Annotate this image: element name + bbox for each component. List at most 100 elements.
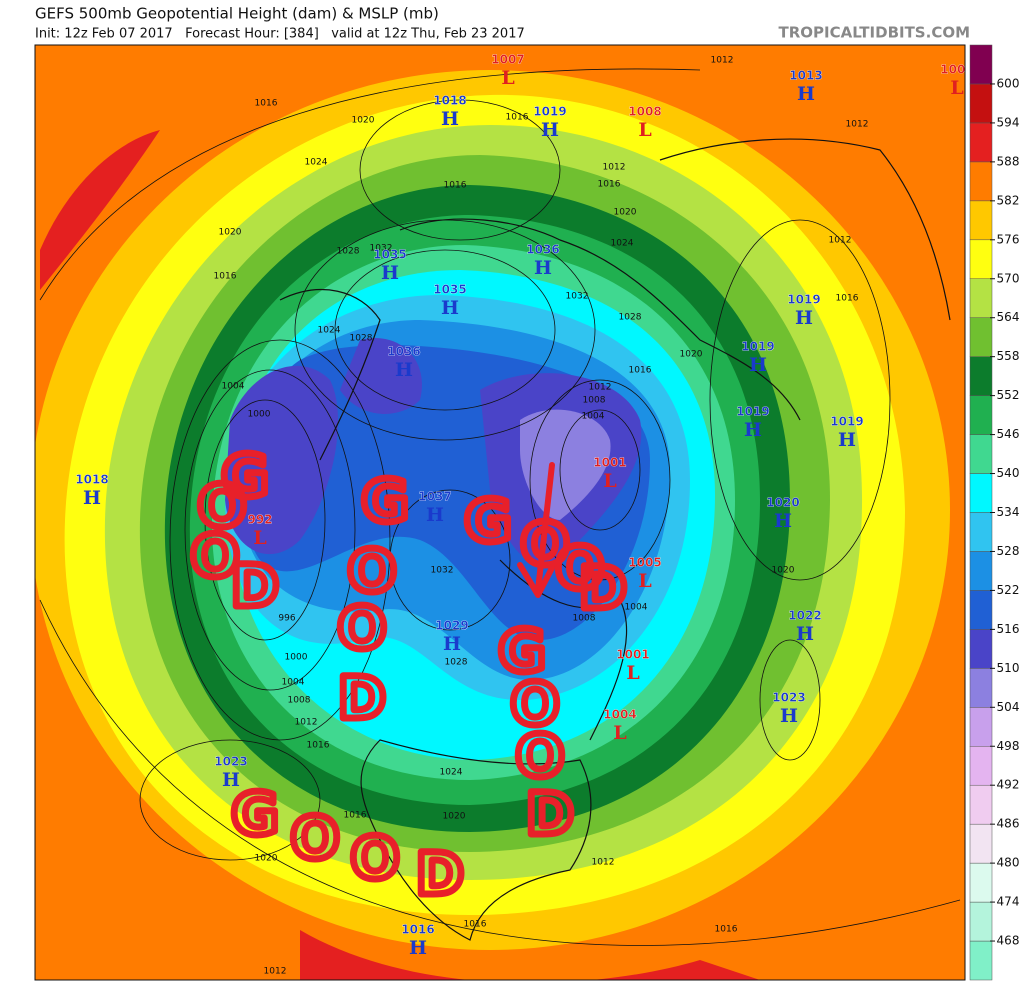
center-letter: H [838,429,856,451]
center-value: 1018 [75,473,108,487]
isobar-label: 1000 [248,410,271,420]
center-value: 1019 [741,340,774,354]
title: GEFS 500mb Geopotential Height (dam) & M… [35,5,439,23]
isobar-label: 1020 [772,566,795,576]
colorbar-swatch [969,823,993,864]
isobar-label: 1012 [295,718,318,728]
colorbar-swatch [969,629,993,669]
center-letter: L [638,119,651,141]
isobar-label: 1012 [711,56,734,66]
isobar-label: 1028 [350,334,373,344]
isobar-label: 1016 [629,366,652,376]
center-letter: H [409,937,427,959]
center-letter: L [603,470,616,492]
colorbar-label: 498 [997,739,1020,753]
isobar-labels: 1012 1016 1020 1016 1012 1024 1016 1012 1016 1020… [214,56,869,977]
isobar-label: 1016 [214,272,237,282]
center-value: 1020 [766,496,799,510]
colorbar-label: 510 [997,661,1020,675]
isobar-label: 1028 [337,247,360,257]
center-letter: H [381,262,399,284]
isobar-label: 1024 [611,239,634,249]
colorbar-swatch [969,239,993,280]
colorbar-label: 564 [997,310,1020,324]
subtitle: Init: 12z Feb 07 2017 Forecast Hour: [38… [35,27,525,42]
center-value: 1036 [387,345,420,359]
center-value: 1035 [433,283,466,297]
center-value: 1023 [214,755,247,769]
colorbar-label: 546 [997,427,1020,441]
center-value: 1013 [789,69,822,83]
isobar-label: 1020 [443,812,466,822]
isobar-label: 1020 [255,854,278,864]
isobars [39,68,961,946]
colorbar-swatch [969,940,993,981]
center-value: 1029 [435,619,468,633]
colorbar-swatch [969,473,993,513]
center-value: 1019 [787,293,820,307]
center-letter: L [613,722,626,744]
center-letter: L [950,77,963,99]
colorbar-swatch [969,83,993,124]
center-value: 992 [247,513,272,527]
map-frame [34,44,966,981]
center-value: 1036 [526,243,559,257]
center-value: 1005 [628,556,661,570]
colorbar-label: 474 [997,895,1020,909]
map-area: 1012 1016 1020 1016 1012 1024 1016 1012 1016 1020… [35,45,973,980]
isobar-label: 1024 [318,326,341,336]
isobar-label: 1012 [829,236,852,246]
center-letter: H [749,354,767,376]
colorbar-label: 540 [997,466,1020,480]
height-band [300,930,760,980]
isobar-label: 1020 [219,228,242,238]
colorbar-label: 582 [997,193,1020,207]
colorbar-swatch [969,317,993,357]
center-letter: L [253,527,266,549]
center-letter: L [626,662,639,684]
center-value: 1007 [491,53,524,67]
colorbar-swatch [969,200,993,241]
isobar-label: 1028 [619,313,642,323]
center-letter: H [426,504,444,526]
center-letter: H [774,510,792,532]
isobar-label: 1032 [566,292,589,302]
colorbar-swatch [969,122,993,163]
colorbar-label: 528 [997,544,1020,558]
isobar-label: 1020 [614,208,637,218]
isobar-label: 1016 [464,920,487,930]
isobar-label: 1016 [255,99,278,109]
center-letter: H [395,359,413,381]
isobar-label: 1008 [573,614,596,624]
colorbar-label: 468 [997,934,1020,948]
center-value: 1037 [418,490,451,504]
colorbar-swatch [969,590,993,630]
center-value: 1019 [533,105,566,119]
colorbar-label: 600 [997,76,1020,90]
colorbar-label: 558 [997,349,1020,363]
colorbar-label: 516 [997,622,1020,636]
isobar-label: 1016 [715,925,738,935]
colorbar-label: 570 [997,271,1020,285]
center-value: 1001 [593,456,626,470]
center-letter: H [441,297,459,319]
annotation-arrow [517,462,555,598]
isobar-label: 1024 [440,768,463,778]
center-letter: L [638,570,651,592]
colorbar-swatch [969,161,993,202]
center-letter: H [797,83,815,105]
center-value: 1006 [940,63,973,77]
center-letter: H [534,257,552,279]
height-band [40,130,160,290]
isobar-label: 1016 [836,294,859,304]
isobar-label: 1004 [282,678,305,688]
isobar-label: 1016 [598,180,621,190]
colorbar-swatch [969,784,993,825]
center-value: 1035 [373,248,406,262]
center-letter: H [780,705,798,727]
center-letter: H [541,119,559,141]
colorbar-swatch [969,668,993,708]
center-letter: H [443,633,461,655]
